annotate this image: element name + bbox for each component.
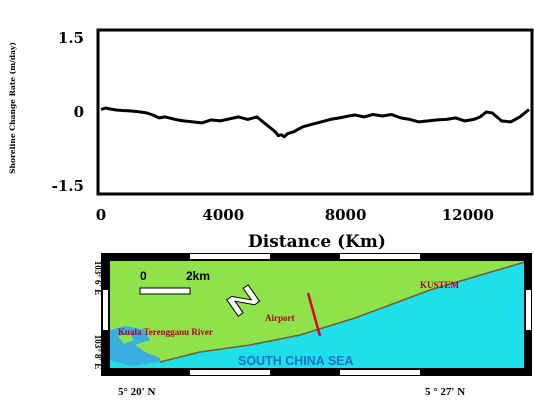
plot-frame <box>96 28 534 196</box>
airport-runway <box>306 292 322 337</box>
x-tick-label: 8000 <box>325 206 367 224</box>
scale-bar <box>139 287 191 295</box>
x-axis-label: Distance (Km) <box>248 232 386 252</box>
x-tick-labels: 0 4000 8000 12000 <box>96 206 494 224</box>
shoreline-chart: Shoreline Change Rate (m/day) 1.5 0 -1.5 0… <box>8 28 534 252</box>
y-tick-label: 0 <box>74 103 84 121</box>
y-tick-labels: 1.5 0 -1.5 <box>52 29 84 195</box>
map-left-label-bottom: 103° 8' E <box>93 335 103 370</box>
x-tick-label: 12000 <box>442 206 494 224</box>
scale-km-label: 2km <box>186 269 210 283</box>
coastline <box>159 261 526 363</box>
series-line <box>100 106 530 139</box>
location-map: 0 2km KUSTEM Airport Kuala Terengganu Ri… <box>93 253 532 398</box>
kustem-label: KUSTEM <box>420 280 460 290</box>
map-bottom-label-right: 5 ° 27' N <box>425 386 465 398</box>
x-tick-label: 4000 <box>202 206 244 224</box>
river-island <box>118 334 134 344</box>
y-tick-label: -1.5 <box>52 177 84 195</box>
map-bottom-label-left: 5° 20' N <box>118 386 155 398</box>
map-border-ticks <box>101 253 532 376</box>
series-layer <box>100 106 530 139</box>
airport-label: Airport <box>265 313 295 323</box>
y-axis-label: Shoreline Change Rate (m/day) <box>8 42 17 174</box>
sea-label: SOUTH CHINA SEA <box>238 354 354 368</box>
scale-zero-label: 0 <box>140 269 147 283</box>
y-tick-label: 1.5 <box>58 29 84 47</box>
map-left-label-top: 103° 6' E <box>93 261 103 296</box>
land-area <box>110 261 525 366</box>
river-label: Kuala Terengganu River <box>118 327 213 337</box>
north-arrow-icon <box>226 284 261 317</box>
x-tick-label: 0 <box>96 206 106 224</box>
